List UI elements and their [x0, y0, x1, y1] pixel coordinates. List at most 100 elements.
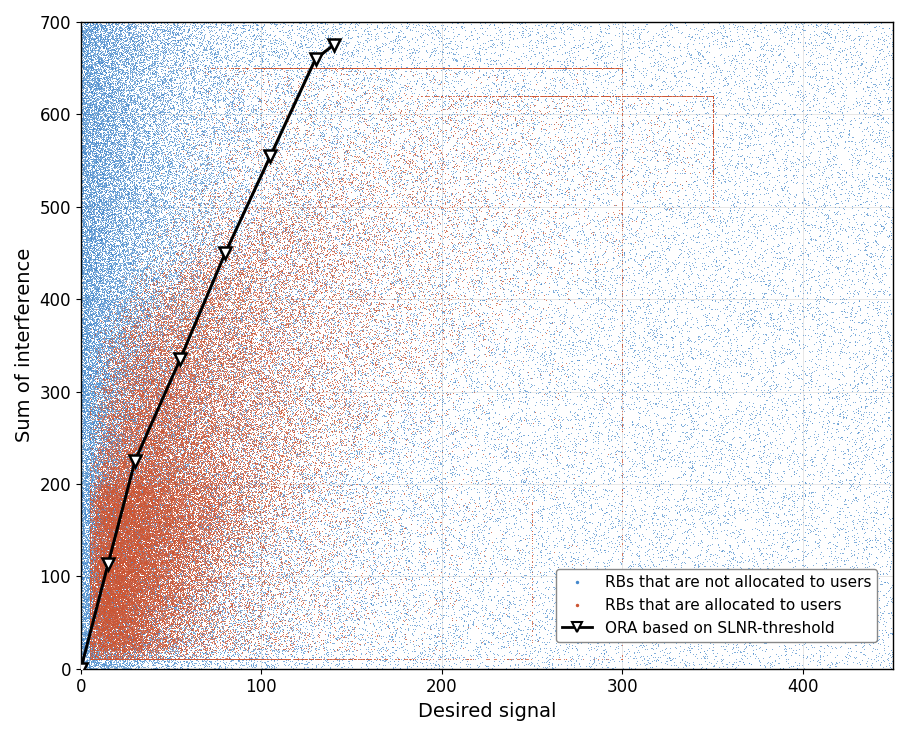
- Point: [233, 460, 248, 472]
- Point: [185, 322, 200, 333]
- Point: [656, 36, 670, 48]
- Point: [102, 595, 116, 607]
- Point: [203, 353, 218, 365]
- Point: [143, 354, 158, 366]
- Point: [262, 387, 276, 399]
- Point: [86, 545, 101, 556]
- Point: [133, 636, 148, 648]
- Point: [363, 298, 378, 310]
- Point: [246, 560, 261, 572]
- Point: [472, 47, 487, 59]
- Point: [365, 161, 380, 173]
- Point: [104, 418, 119, 430]
- Point: [127, 280, 142, 292]
- Point: [767, 233, 782, 244]
- Point: [164, 455, 179, 467]
- Point: [330, 308, 344, 320]
- Point: [189, 444, 203, 456]
- Point: [99, 330, 114, 342]
- Point: [101, 643, 115, 655]
- Point: [167, 139, 182, 151]
- Point: [174, 289, 189, 301]
- Point: [160, 588, 174, 600]
- Point: [125, 654, 140, 665]
- Point: [199, 49, 213, 60]
- Point: [139, 168, 153, 180]
- Point: [109, 179, 123, 191]
- Point: [165, 553, 180, 565]
- Point: [391, 382, 406, 394]
- Point: [253, 171, 268, 183]
- Point: [92, 610, 106, 622]
- Point: [99, 526, 114, 538]
- Point: [172, 138, 186, 149]
- Point: [629, 418, 644, 430]
- Point: [157, 531, 172, 543]
- Point: [239, 580, 253, 592]
- Point: [472, 140, 487, 152]
- Point: [173, 461, 187, 473]
- Point: [140, 480, 154, 492]
- Point: [370, 300, 385, 312]
- Point: [77, 157, 92, 169]
- Point: [267, 63, 281, 74]
- Point: [413, 486, 428, 498]
- Point: [375, 618, 390, 630]
- Point: [94, 364, 109, 375]
- Point: [307, 520, 321, 532]
- Point: [202, 332, 216, 344]
- Point: [845, 657, 860, 668]
- Point: [137, 437, 152, 449]
- Point: [175, 535, 190, 547]
- Point: [423, 526, 438, 537]
- Point: [153, 568, 168, 580]
- Point: [558, 90, 572, 102]
- Point: [90, 182, 104, 194]
- Point: [141, 336, 155, 347]
- Point: [357, 248, 371, 260]
- Point: [489, 384, 504, 396]
- Point: [105, 611, 120, 623]
- Point: [139, 24, 153, 36]
- Point: [80, 442, 94, 453]
- Point: [368, 286, 382, 298]
- Point: [282, 623, 297, 634]
- Point: [103, 654, 117, 665]
- Point: [181, 395, 195, 407]
- Point: [99, 471, 114, 483]
- Point: [303, 481, 318, 493]
- Point: [429, 63, 443, 74]
- Point: [151, 439, 165, 451]
- Point: [437, 155, 451, 167]
- Point: [145, 27, 160, 39]
- Point: [706, 104, 720, 116]
- Point: [180, 573, 194, 584]
- Point: [720, 495, 735, 507]
- Point: [142, 465, 156, 477]
- Point: [248, 84, 262, 96]
- Point: [86, 491, 101, 503]
- Point: [455, 141, 469, 152]
- Point: [229, 403, 243, 414]
- Point: [396, 640, 410, 652]
- Point: [177, 552, 192, 564]
- Point: [116, 413, 131, 425]
- Point: [843, 484, 857, 495]
- Point: [107, 207, 122, 219]
- Point: [112, 593, 126, 605]
- Point: [88, 41, 103, 53]
- Point: [204, 498, 219, 509]
- Point: [148, 624, 163, 636]
- Point: [74, 500, 89, 512]
- Point: [105, 587, 120, 598]
- Point: [249, 279, 263, 291]
- Point: [765, 247, 779, 258]
- Point: [142, 266, 156, 278]
- Point: [81, 163, 95, 174]
- Point: [93, 654, 107, 665]
- Point: [78, 604, 93, 615]
- Point: [242, 248, 256, 260]
- Point: [196, 547, 211, 559]
- Point: [370, 32, 385, 44]
- Point: [232, 311, 246, 323]
